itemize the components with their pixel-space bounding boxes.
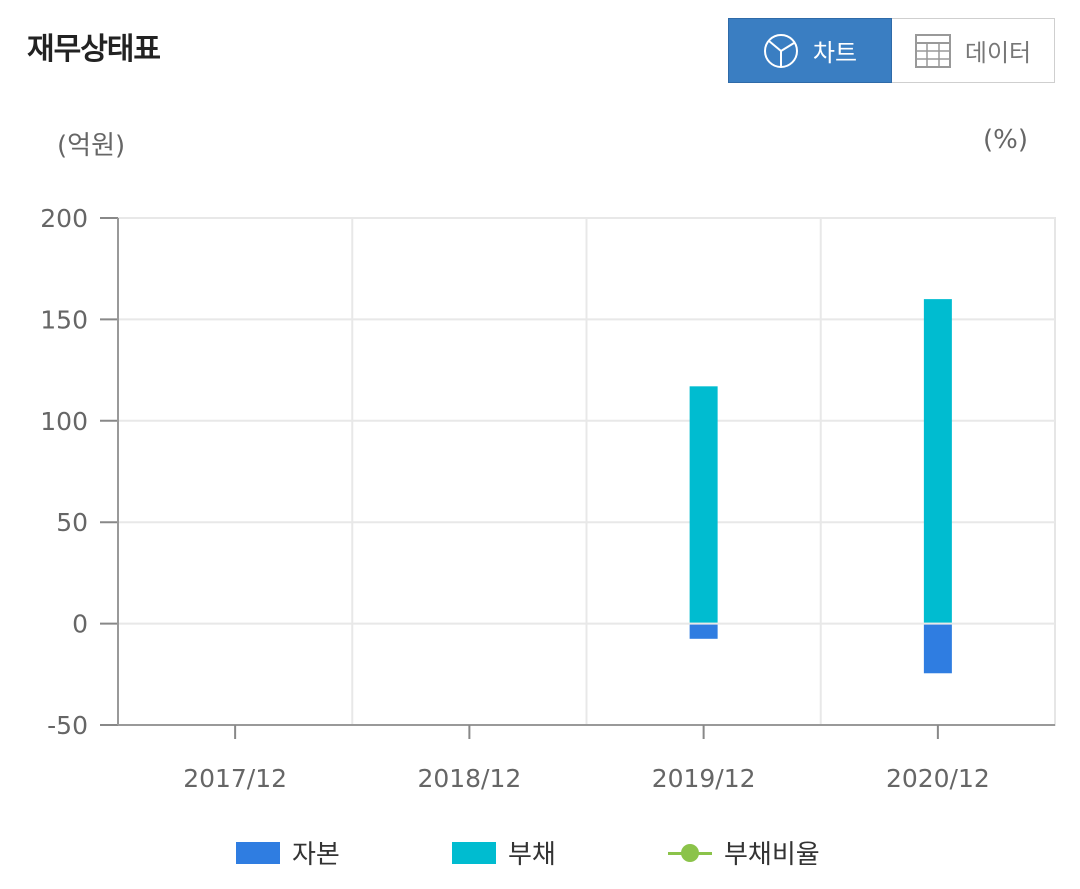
view-toggle: 차트 데이터 xyxy=(728,18,1055,83)
page-title: 재무상태표 xyxy=(27,32,161,67)
x-tick-label: 2019/12 xyxy=(652,764,756,793)
chart-legend: 자본 부채 부채비율 xyxy=(0,834,1080,874)
table-icon xyxy=(914,33,951,68)
legend-label-liabilities: 부채 xyxy=(508,840,556,870)
bar-equity xyxy=(689,624,718,639)
y-tick-label: 150 xyxy=(40,305,88,334)
bar-liabilities xyxy=(689,386,718,623)
y-tick-label: 100 xyxy=(40,407,88,436)
legend-label-debt-ratio: 부채비율 xyxy=(724,840,820,870)
legend-item-liabilities[interactable]: 부채 xyxy=(452,834,556,871)
y-tick-label: 50 xyxy=(56,508,88,537)
y-tick-label: 0 xyxy=(72,610,88,639)
bar-liabilities xyxy=(923,299,952,623)
x-tick-label: 2020/12 xyxy=(886,764,990,793)
right-axis-unit: (%) xyxy=(983,125,1028,155)
x-tick-label: 2017/12 xyxy=(183,764,287,793)
y-tick-label: 200 xyxy=(40,204,88,233)
data-view-button[interactable]: 데이터 xyxy=(892,18,1055,83)
bar-equity xyxy=(923,624,952,674)
legend-swatch-equity xyxy=(236,841,280,864)
legend-label-equity: 자본 xyxy=(292,840,340,870)
y-tick-label: -50 xyxy=(47,711,88,740)
data-view-label: 데이터 xyxy=(964,39,1032,67)
legend-swatch-debt-ratio xyxy=(668,842,712,864)
pie-chart-icon xyxy=(763,33,798,68)
chart-view-button[interactable]: 차트 xyxy=(728,18,892,83)
legend-swatch-liabilities xyxy=(452,841,496,864)
x-tick-label: 2018/12 xyxy=(417,764,521,793)
balance-sheet-chart: 200 150 100 50 0 -50 2017/12 2018/12 2019/12 2020… xyxy=(40,204,1056,793)
legend-item-equity[interactable]: 자본 xyxy=(236,834,340,871)
chart-view-label: 차트 xyxy=(812,39,858,67)
left-axis-unit: (억원) xyxy=(57,131,126,161)
legend-item-debt-ratio[interactable]: 부채비율 xyxy=(668,834,820,871)
